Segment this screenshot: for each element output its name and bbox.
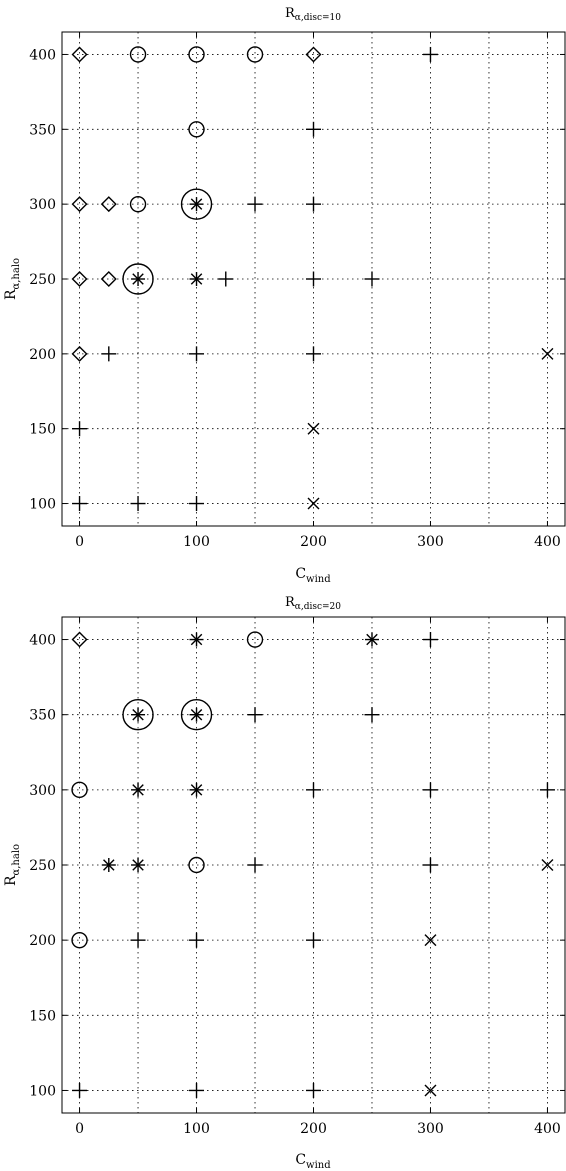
data-point-cross xyxy=(424,934,437,947)
data-point-plus xyxy=(422,857,438,873)
data-point-asterisk-circled xyxy=(180,188,213,220)
data-point-plus xyxy=(189,932,205,948)
data-point-plus xyxy=(306,196,321,212)
data-point-diamond xyxy=(305,46,322,63)
x-tick-label: 0 xyxy=(75,534,84,550)
data-point-asterisk-circled xyxy=(122,263,154,295)
data-point-cross xyxy=(541,859,554,871)
data-point-plus xyxy=(247,707,263,723)
data-point-plus xyxy=(130,496,146,512)
data-point-diamond xyxy=(100,196,117,213)
chart-title-2: Rα,disc=20 xyxy=(285,595,341,612)
x-tick-label: 200 xyxy=(300,534,327,550)
x-tick-label: 100 xyxy=(183,534,210,550)
data-point-asterisk-circled xyxy=(122,698,154,731)
points-1 xyxy=(71,46,554,512)
x-tick-label: 200 xyxy=(300,1121,327,1137)
x-tick-label: 300 xyxy=(417,1121,444,1137)
data-point-circle xyxy=(129,195,147,213)
data-point-cross xyxy=(307,497,320,510)
data-point-asterisk xyxy=(101,858,116,872)
data-point-diamond xyxy=(71,196,88,213)
data-point-plus xyxy=(306,271,321,287)
data-point-plus xyxy=(101,346,117,362)
data-point-plus xyxy=(189,1082,205,1098)
data-point-circle xyxy=(246,631,264,648)
data-point-plus xyxy=(306,1082,321,1098)
data-point-diamond xyxy=(71,271,88,287)
y-tick-label: 200 xyxy=(29,347,56,363)
x-tick-label: 300 xyxy=(417,534,444,550)
data-point-asterisk xyxy=(131,782,146,797)
data-point-plus xyxy=(306,782,321,798)
x-tick-label: 400 xyxy=(534,1121,561,1137)
data-point-plus xyxy=(364,707,380,723)
data-point-plus xyxy=(130,932,146,948)
data-point-plus xyxy=(218,271,234,287)
data-point-circle xyxy=(129,46,147,63)
y-tick-label: 100 xyxy=(29,1083,56,1099)
data-point-plus xyxy=(72,421,88,437)
points-2 xyxy=(71,631,555,1098)
data-point-diamond xyxy=(100,271,117,287)
y-tick-label: 250 xyxy=(29,858,56,874)
y-tick-label: 150 xyxy=(29,1008,56,1024)
data-point-circle xyxy=(71,781,88,799)
x-axis-label-1: Cwind xyxy=(295,566,331,585)
data-point-circle xyxy=(188,46,205,63)
data-point-diamond xyxy=(71,345,88,362)
ticks-2: 100 150 200 250 300 350 400 0 100 200 300 400 xyxy=(29,617,565,1137)
data-point-plus xyxy=(306,346,321,362)
data-point-asterisk xyxy=(189,782,204,797)
data-point-asterisk xyxy=(189,632,204,647)
data-point-plus xyxy=(72,1082,88,1098)
data-point-circle xyxy=(188,856,205,874)
data-point-plus xyxy=(72,496,88,512)
y-tick-label: 100 xyxy=(29,497,56,513)
x-axis-label-2: Cwind xyxy=(295,1152,331,1171)
y-tick-label: 200 xyxy=(29,933,56,949)
data-point-plus xyxy=(189,496,205,512)
data-point-circle xyxy=(71,931,88,949)
x-tick-label: 100 xyxy=(183,1121,210,1137)
data-point-plus xyxy=(189,346,205,362)
data-point-plus xyxy=(539,782,555,798)
data-point-plus xyxy=(247,857,263,873)
data-point-diamond xyxy=(71,46,88,63)
data-point-plus xyxy=(306,932,321,948)
data-point-asterisk-circled xyxy=(180,698,213,731)
panel-1: 100 150 200 250 300 350 400 0 100 200 300 400 Rα,di… xyxy=(3,6,566,585)
data-point-diamond xyxy=(71,631,88,648)
y-tick-label: 150 xyxy=(29,422,56,438)
data-point-plus xyxy=(422,632,438,648)
data-point-asterisk xyxy=(364,632,379,647)
data-point-plus xyxy=(422,782,438,798)
y-tick-label: 250 xyxy=(29,272,56,288)
data-point-asterisk xyxy=(189,272,204,286)
data-point-circle xyxy=(188,121,205,138)
ticks-1: 100 150 200 250 300 350 400 0 100 200 300 400 xyxy=(29,32,565,550)
data-point-plus xyxy=(422,46,438,62)
data-point-asterisk xyxy=(131,858,146,872)
y-tick-label: 350 xyxy=(29,708,56,724)
data-point-cross xyxy=(424,1084,437,1097)
panel-2: 100 150 200 250 300 350 400 0 100 200 300 400 Rα,di… xyxy=(3,595,566,1171)
x-tick-label: 0 xyxy=(75,1121,84,1137)
y-tick-label: 300 xyxy=(29,197,56,213)
y-tick-label: 300 xyxy=(29,783,56,799)
chart-title-1: Rα,disc=10 xyxy=(285,6,341,23)
y-tick-label: 400 xyxy=(29,47,56,63)
data-point-cross xyxy=(541,347,554,360)
data-point-plus xyxy=(306,121,321,137)
data-point-plus xyxy=(364,271,380,287)
y-tick-label: 350 xyxy=(29,122,56,138)
data-point-circle xyxy=(246,46,264,63)
x-tick-label: 400 xyxy=(534,534,561,550)
data-point-plus xyxy=(247,196,263,212)
y-axis-label-2: Rα,halo xyxy=(3,844,22,886)
data-point-cross xyxy=(307,422,320,435)
y-axis-label-1: Rα,halo xyxy=(3,258,22,300)
y-tick-label: 400 xyxy=(29,633,56,649)
